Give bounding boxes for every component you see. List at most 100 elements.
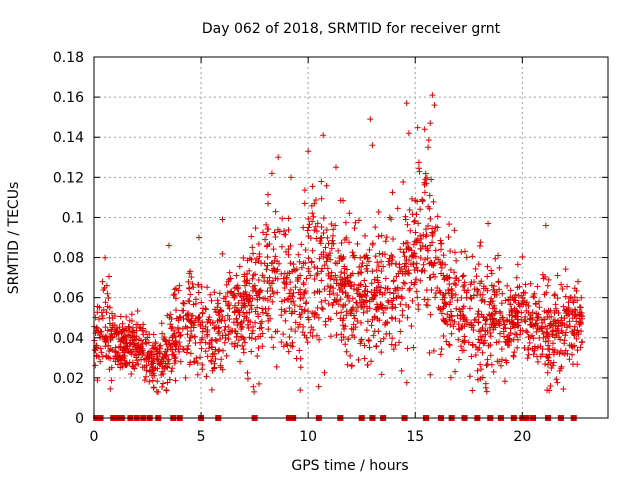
data-point (478, 366, 485, 373)
data-point (128, 371, 135, 378)
data-point (186, 270, 193, 277)
data-point (498, 362, 505, 369)
data-point (530, 335, 537, 342)
data-point (482, 327, 489, 334)
data-point (549, 340, 556, 347)
data-point (472, 352, 479, 359)
peak-point (103, 282, 110, 289)
y-axis-label: SRMTID / TECUs (6, 182, 22, 295)
data-point (281, 297, 288, 304)
data-point (370, 291, 377, 298)
data-point (211, 289, 218, 296)
data-point (297, 364, 304, 371)
data-point (164, 379, 171, 386)
data-point (153, 353, 160, 360)
data-point (271, 229, 278, 236)
data-point (172, 295, 179, 302)
data-point (552, 320, 559, 327)
data-point (424, 296, 431, 303)
data-point (577, 328, 584, 335)
data-point (120, 344, 127, 351)
data-point (324, 283, 331, 290)
data-point (100, 306, 107, 313)
data-point (453, 305, 460, 312)
data-point (173, 285, 180, 292)
data-point (320, 229, 327, 236)
data-point (461, 248, 468, 255)
data-point (382, 275, 389, 282)
data-point (143, 373, 150, 380)
data-point (226, 328, 233, 335)
data-point (460, 283, 467, 290)
data-point (404, 221, 411, 228)
data-point (319, 265, 326, 272)
data-point (338, 240, 345, 247)
data-point (112, 358, 119, 365)
data-point (522, 301, 529, 308)
data-point (223, 281, 230, 288)
data-point (542, 338, 549, 345)
data-point (397, 246, 404, 253)
data-point (547, 383, 554, 390)
data-point (246, 267, 253, 274)
data-point (553, 376, 560, 383)
data-point (476, 280, 483, 287)
data-point (206, 345, 213, 352)
data-point (525, 302, 532, 309)
data-point (385, 258, 392, 265)
data-point (157, 342, 164, 349)
data-point (318, 224, 325, 231)
data-point (246, 255, 253, 262)
data-point (408, 279, 415, 286)
data-point (551, 349, 558, 356)
data-point (446, 342, 453, 349)
data-point (417, 245, 424, 252)
y-tick-label: 0.1 (62, 210, 84, 226)
data-point (474, 291, 481, 298)
data-point (448, 312, 455, 319)
data-point (185, 342, 192, 349)
data-point (381, 251, 388, 258)
data-point (414, 236, 421, 243)
data-point (342, 289, 349, 296)
data-point (226, 316, 233, 323)
data-point (526, 316, 533, 323)
data-point (95, 353, 102, 360)
data-point (117, 364, 124, 371)
data-point (396, 318, 403, 325)
data-point (557, 347, 564, 354)
data-point (421, 189, 428, 196)
data-point (182, 374, 189, 381)
data-point (305, 224, 312, 231)
data-point (563, 310, 570, 317)
data-point (243, 279, 250, 286)
data-point (544, 282, 551, 289)
data-point (177, 358, 184, 365)
data-point (254, 304, 261, 311)
data-point (298, 241, 305, 248)
data-point (165, 356, 172, 363)
data-point (475, 308, 482, 315)
data-point (289, 293, 296, 300)
data-point (458, 294, 465, 301)
data-point (265, 326, 272, 333)
data-point (295, 251, 302, 258)
data-point (428, 176, 435, 183)
data-point (290, 298, 297, 305)
data-point (115, 336, 122, 343)
data-point (107, 335, 114, 342)
data-point (290, 261, 297, 268)
data-point (374, 259, 381, 266)
data-point (291, 308, 298, 315)
data-point (389, 189, 396, 196)
data-point (128, 351, 135, 358)
data-point (480, 340, 487, 347)
data-point (279, 215, 286, 222)
data-point (529, 345, 536, 352)
data-point (243, 310, 250, 317)
data-point (419, 197, 426, 204)
data-point (241, 339, 248, 346)
data-point (205, 316, 212, 323)
data-point (577, 304, 584, 311)
data-point (438, 346, 445, 353)
